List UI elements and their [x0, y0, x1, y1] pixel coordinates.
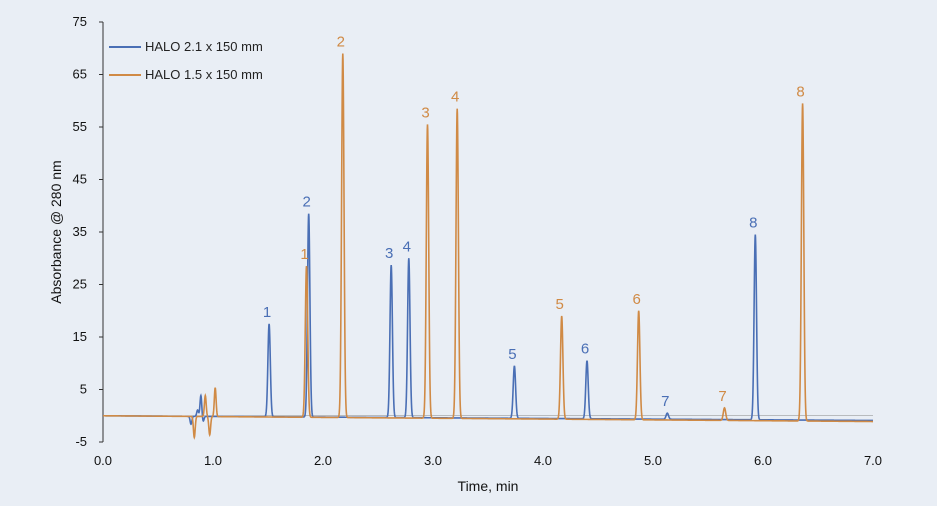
peak-label: 8 — [796, 83, 804, 100]
y-tick-label: 55 — [73, 119, 87, 134]
peak-label: 7 — [661, 393, 669, 410]
x-tick-label: 4.0 — [534, 453, 552, 468]
y-tick-label: -5 — [75, 434, 87, 449]
peak-label: 7 — [718, 388, 726, 405]
peak-label: 3 — [385, 245, 393, 262]
legend: HALO 2.1 x 150 mm HALO 1.5 x 150 mm — [109, 39, 263, 82]
peak-label: 3 — [421, 104, 429, 121]
x-tick-label: 7.0 — [864, 453, 882, 468]
peak-label: 1 — [300, 246, 308, 263]
peak-label: 5 — [508, 346, 516, 363]
series-line-2 — [103, 53, 873, 440]
series-line-1 — [103, 213, 873, 426]
peak-label: 2 — [337, 34, 345, 51]
legend-label-series-1: HALO 2.1 x 150 mm — [145, 39, 263, 54]
x-axis-title: Time, min — [458, 478, 519, 494]
peak-label: 1 — [263, 304, 271, 321]
x-tick-label: 6.0 — [754, 453, 772, 468]
y-tick-label: 35 — [73, 224, 87, 239]
x-tick-label: 3.0 — [424, 453, 442, 468]
peak-label: 2 — [303, 194, 311, 211]
y-tick-label: 45 — [73, 172, 87, 187]
y-tick-label: 65 — [73, 67, 87, 82]
x-tick-label: 0.0 — [94, 453, 112, 468]
x-tick-label: 1.0 — [204, 453, 222, 468]
x-tick-label: 5.0 — [644, 453, 662, 468]
x-tick-label: 2.0 — [314, 453, 332, 468]
peak-label: 6 — [633, 291, 641, 308]
y-axis-title: Absorbance @ 280 nm — [48, 160, 64, 303]
y-tick-label: 5 — [80, 382, 87, 397]
traces — [103, 53, 873, 440]
peak-label: 6 — [581, 341, 589, 358]
legend-label-series-2: HALO 1.5 x 150 mm — [145, 67, 263, 82]
peak-label: 4 — [403, 238, 411, 255]
peak-label: 5 — [556, 296, 564, 313]
peak-label: 8 — [749, 215, 757, 232]
y-tick-label: 15 — [73, 329, 87, 344]
y-tick-label: 25 — [73, 277, 87, 292]
peak-label: 4 — [451, 89, 459, 106]
y-tick-label: 75 — [73, 14, 87, 29]
